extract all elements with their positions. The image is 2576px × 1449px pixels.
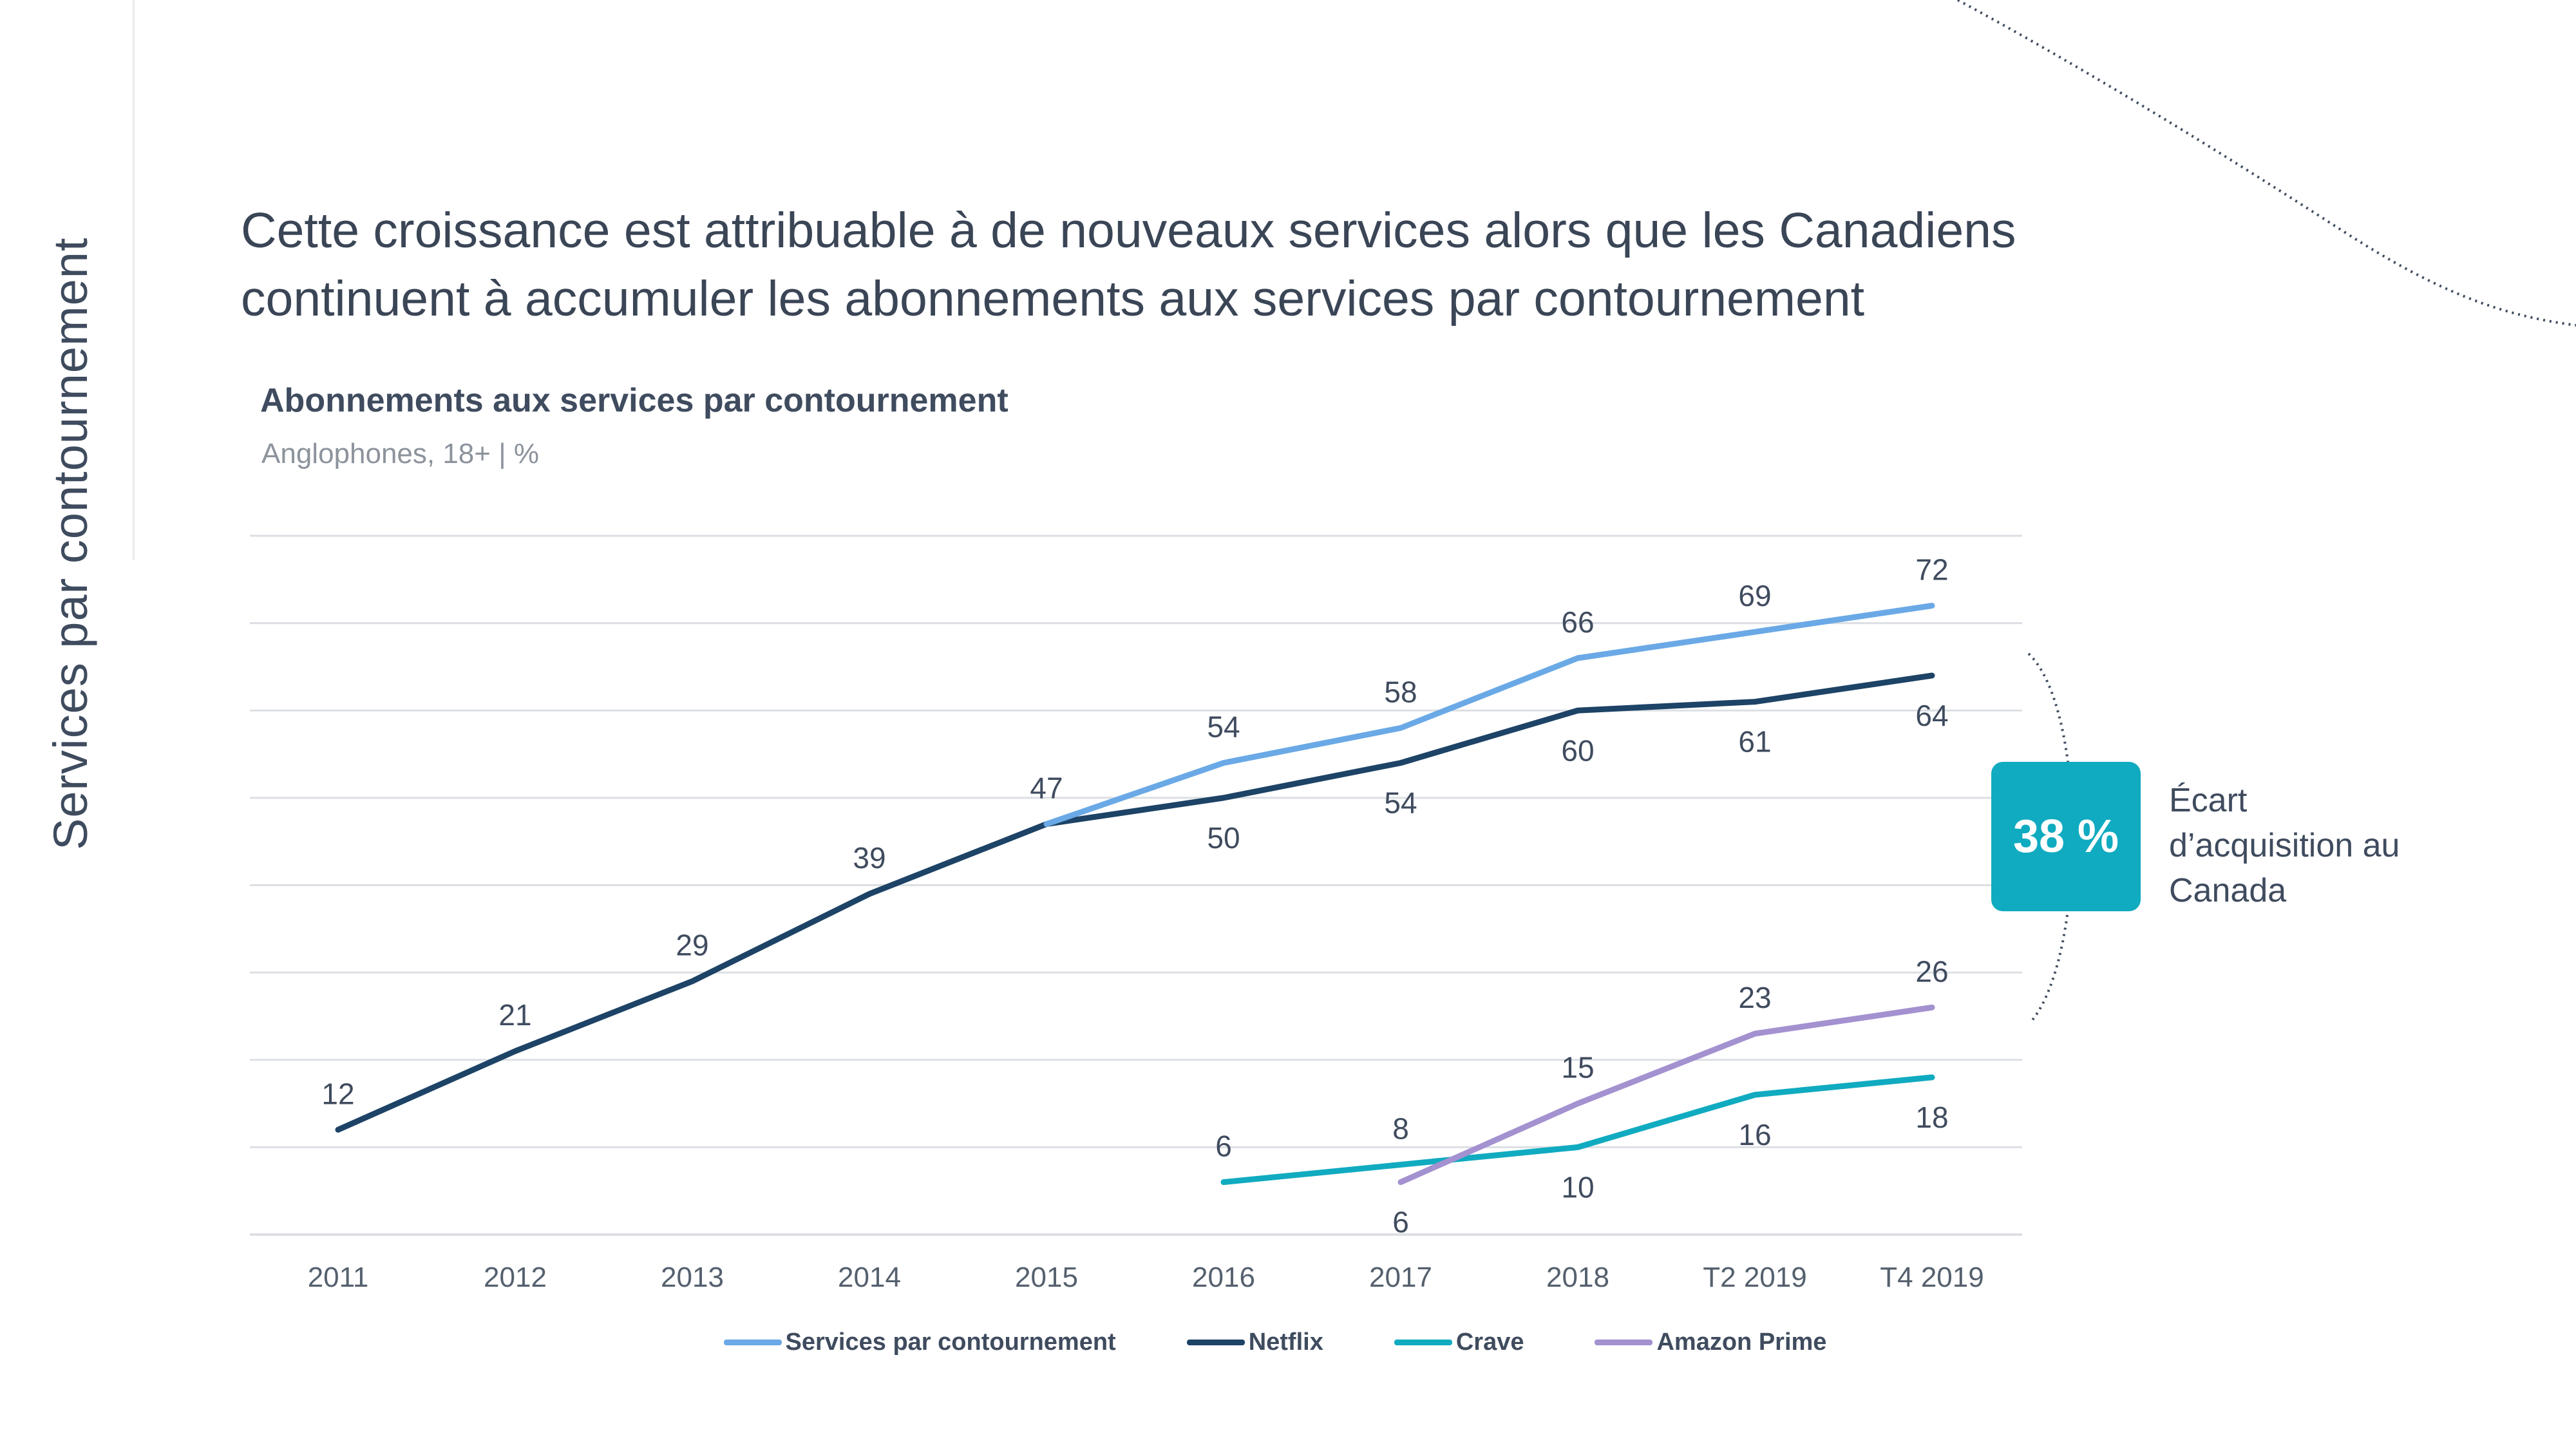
data-point-crave — [1754, 1094, 1756, 1095]
data-point-netflix — [692, 980, 693, 982]
gap-value-badge: 38 % — [1991, 762, 2141, 911]
data-point-netflix — [337, 1129, 339, 1131]
x-tick-label: 2017 — [1369, 1262, 1432, 1293]
legend-label: Amazon Prime — [1656, 1329, 1827, 1356]
data-label-crave: 8 — [1392, 1112, 1409, 1146]
legend-item-amazon-prime: Amazon Prime — [1595, 1329, 1826, 1356]
data-label-netflix: 21 — [498, 998, 531, 1032]
data-label-netflix: 12 — [321, 1077, 354, 1110]
data-point-netflix — [1931, 675, 1933, 676]
data-point-amazon-prime — [1931, 1007, 1933, 1009]
data-label-crave: 16 — [1738, 1118, 1771, 1151]
data-point-services-par-contournement — [1577, 657, 1578, 659]
data-label-amazon-prime: 6 — [1392, 1206, 1409, 1239]
headline-line-2: continuent à accumuler les abonnements a… — [241, 271, 1865, 327]
data-label-services-par-contournement: 69 — [1738, 579, 1771, 612]
data-point-crave — [1931, 1076, 1933, 1078]
x-tick-label: 2011 — [308, 1262, 369, 1293]
x-tick-label: 2014 — [838, 1262, 901, 1293]
data-point-amazon-prime — [1754, 1033, 1756, 1035]
data-point-crave — [1400, 1164, 1401, 1166]
x-tick-label: 2015 — [1015, 1262, 1078, 1293]
legend-item-services-par-contournement: Services par contournement — [723, 1329, 1116, 1356]
data-point-netflix — [1400, 762, 1401, 764]
page-headline: Cette croissance est attribuable à de no… — [241, 196, 2108, 333]
data-point-services-par-contournement — [1223, 762, 1224, 764]
data-point-services-par-contournement — [1754, 631, 1756, 633]
series-line-amazon-prime — [1397, 1004, 1935, 1186]
headline-line-1: Cette croissance est attribuable à de no… — [241, 203, 2016, 258]
chart-subtitle: Anglophones, 18+ | % — [261, 438, 539, 469]
data-label-netflix: 47 — [1030, 772, 1063, 805]
gap-label: Écart d’acquisition au Canada — [2169, 782, 2400, 909]
data-point-amazon-prime — [1577, 1103, 1578, 1104]
data-label-crave: 10 — [1561, 1170, 1594, 1204]
legend-item-crave: Crave — [1394, 1329, 1524, 1356]
data-label-services-par-contournement: 58 — [1384, 675, 1417, 708]
data-point-netflix — [1223, 797, 1224, 799]
data-point-crave — [1577, 1146, 1578, 1148]
x-tick-label: 2018 — [1546, 1262, 1609, 1293]
data-label-amazon-prime: 23 — [1738, 981, 1771, 1014]
data-point-crave — [1223, 1181, 1224, 1183]
data-label-netflix: 60 — [1561, 734, 1594, 767]
series-line-crave — [1220, 1074, 1935, 1186]
data-point-netflix — [515, 1050, 516, 1052]
legend-swatch — [1595, 1340, 1653, 1345]
data-label-netflix: 64 — [1915, 699, 1948, 732]
data-label-netflix: 54 — [1384, 786, 1417, 820]
chart-title: Abonnements aux services par contourneme… — [260, 382, 1009, 419]
data-label-netflix: 50 — [1207, 821, 1240, 855]
data-point-services-par-contournement — [1400, 727, 1401, 729]
legend-swatch — [1394, 1340, 1452, 1345]
series-line-netflix — [335, 672, 1935, 1133]
data-label-crave: 6 — [1215, 1130, 1232, 1163]
legend-label: Netflix — [1248, 1329, 1323, 1356]
data-label-crave: 18 — [1915, 1101, 1948, 1134]
decorative-dotted-arc — [1957, 0, 2576, 327]
data-label-netflix: 39 — [853, 841, 886, 875]
legend-label: Services par contournement — [785, 1329, 1116, 1356]
legend-item-netflix: Netflix — [1186, 1329, 1323, 1356]
x-tick-label: 2012 — [484, 1262, 547, 1293]
data-label-services-par-contournement: 54 — [1207, 710, 1240, 744]
legend-swatch — [1186, 1340, 1245, 1345]
data-label-netflix: 29 — [676, 929, 708, 962]
series-line-services-par-contournement — [1043, 603, 1935, 828]
data-point-netflix — [1577, 710, 1578, 712]
data-label-services-par-contournement: 72 — [1915, 553, 1948, 587]
data-point-netflix — [1754, 701, 1756, 703]
x-tick-label: T4 2019 — [1880, 1262, 1984, 1293]
x-tick-label: 2016 — [1192, 1262, 1255, 1293]
data-point-amazon-prime — [1400, 1181, 1401, 1183]
legend-label: Crave — [1455, 1329, 1524, 1356]
data-point-services-par-contournement — [1931, 605, 1933, 607]
x-tick-label: 2013 — [661, 1262, 724, 1293]
chart-legend: Services par contournement Netflix Crave Am… — [0, 1329, 2576, 1356]
x-tick-label: T2 2019 — [1703, 1262, 1806, 1293]
legend-swatch — [723, 1340, 782, 1345]
side-divider — [133, 0, 135, 560]
data-point-netflix — [869, 893, 870, 895]
data-label-netflix: 61 — [1738, 725, 1771, 759]
data-label-services-par-contournement: 66 — [1561, 605, 1594, 639]
data-point-services-par-contournement — [1046, 823, 1047, 825]
data-label-amazon-prime: 15 — [1561, 1051, 1594, 1084]
data-label-amazon-prime: 26 — [1915, 954, 1948, 988]
